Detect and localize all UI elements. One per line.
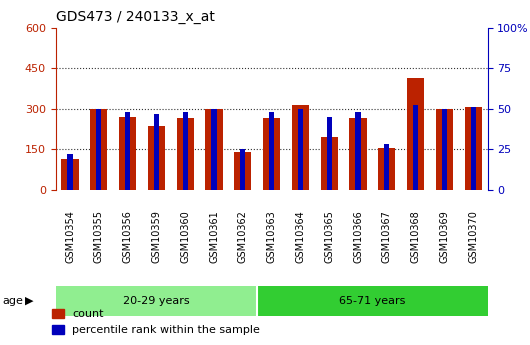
- Bar: [67, 154, 73, 190]
- Text: GDS473 / 240133_x_at: GDS473 / 240133_x_at: [56, 10, 215, 24]
- Text: age: age: [3, 296, 23, 306]
- Bar: [356, 112, 360, 190]
- Bar: [119, 117, 136, 190]
- Bar: [465, 107, 482, 190]
- Bar: [240, 149, 245, 190]
- Text: GSM10361: GSM10361: [209, 210, 219, 263]
- Text: GSM10370: GSM10370: [468, 210, 478, 263]
- Bar: [413, 106, 418, 190]
- Text: GSM10360: GSM10360: [180, 210, 190, 263]
- Bar: [183, 112, 188, 190]
- Bar: [234, 152, 251, 190]
- Bar: [407, 78, 424, 190]
- Bar: [326, 117, 332, 190]
- Bar: [148, 126, 165, 190]
- Bar: [349, 118, 367, 190]
- Bar: [384, 144, 390, 190]
- Bar: [56, 286, 257, 316]
- Text: GSM10359: GSM10359: [152, 210, 162, 263]
- Text: GSM10365: GSM10365: [324, 210, 334, 263]
- Bar: [96, 109, 101, 190]
- Text: GSM10369: GSM10369: [439, 210, 449, 263]
- Bar: [257, 286, 488, 316]
- Text: GSM10363: GSM10363: [267, 210, 277, 263]
- Bar: [321, 137, 338, 190]
- Bar: [436, 109, 453, 190]
- Text: 20-29 years: 20-29 years: [123, 296, 190, 306]
- Text: GSM10356: GSM10356: [122, 210, 132, 263]
- Text: GSM10367: GSM10367: [382, 210, 392, 263]
- Bar: [378, 148, 395, 190]
- Text: GSM10362: GSM10362: [238, 210, 248, 263]
- Text: GSM10354: GSM10354: [65, 210, 75, 263]
- Bar: [206, 109, 223, 190]
- Text: ▶: ▶: [25, 296, 34, 306]
- Bar: [269, 112, 274, 190]
- Bar: [292, 105, 309, 190]
- Bar: [298, 109, 303, 190]
- Bar: [61, 159, 78, 190]
- Bar: [263, 118, 280, 190]
- Bar: [471, 107, 476, 190]
- Text: GSM10368: GSM10368: [411, 210, 421, 263]
- Bar: [90, 109, 108, 190]
- Text: GSM10366: GSM10366: [353, 210, 363, 263]
- Text: GSM10364: GSM10364: [295, 210, 305, 263]
- Bar: [442, 109, 447, 190]
- Bar: [125, 112, 130, 190]
- Bar: [176, 118, 194, 190]
- Legend: count, percentile rank within the sample: count, percentile rank within the sample: [48, 304, 264, 339]
- Text: 65-71 years: 65-71 years: [339, 296, 405, 306]
- Bar: [154, 114, 159, 190]
- Text: GSM10355: GSM10355: [94, 210, 104, 263]
- Bar: [211, 109, 217, 190]
